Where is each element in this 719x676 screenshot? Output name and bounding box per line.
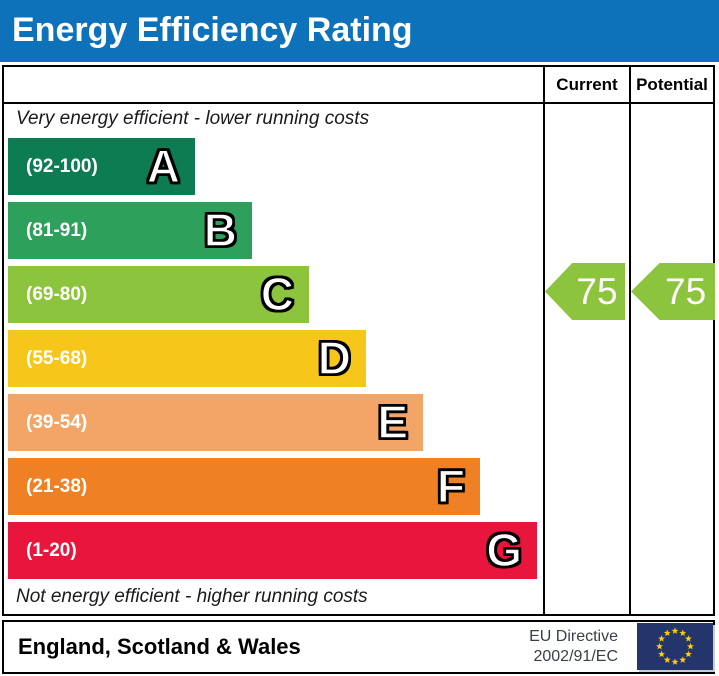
current-rating-value: 75	[576, 270, 618, 312]
band-a-range: (92-100)	[26, 155, 98, 177]
eu-flag-icon	[637, 623, 713, 670]
band-a: (92-100) A	[8, 138, 195, 195]
eu-directive-line2: 2002/91/EC	[533, 648, 618, 665]
band-b-range: (81-91)	[26, 219, 88, 241]
potential-column-divider	[629, 67, 631, 614]
band-f-letter: F	[436, 459, 466, 512]
band-e-range: (39-54)	[26, 411, 88, 433]
band-f-range: (21-38)	[26, 475, 88, 497]
header-row-divider	[4, 102, 713, 104]
band-e: (39-54) E	[8, 394, 423, 451]
band-c-range: (69-80)	[26, 283, 88, 305]
band-c: (69-80) C	[8, 266, 309, 323]
footer-bar: England, Scotland & Wales EU Directive 2…	[2, 620, 715, 674]
page-title: Energy Efficiency Rating	[12, 11, 413, 49]
potential-column-header: Potential	[636, 75, 708, 94]
band-g: (1-20) G	[8, 522, 537, 579]
top-caption: Very energy efficient - lower running co…	[16, 108, 370, 129]
band-d: (55-68) D	[8, 330, 366, 387]
bottom-caption: Not energy efficient - higher running co…	[16, 586, 368, 607]
band-b: (81-91) B	[8, 202, 252, 259]
band-c-letter: C	[260, 267, 295, 320]
current-rating-arrow: 75	[545, 263, 625, 320]
band-b-letter: B	[203, 203, 238, 256]
chart-header: Energy Efficiency Rating	[0, 0, 719, 62]
band-e-letter: E	[377, 395, 409, 448]
potential-rating-value: 75	[665, 270, 707, 312]
eu-directive-label: EU Directive 2002/91/EC	[529, 627, 618, 667]
band-g-range: (1-20)	[26, 539, 77, 561]
current-column-header: Current	[556, 75, 618, 94]
band-g-letter: G	[485, 523, 522, 576]
current-column-divider	[543, 67, 545, 614]
eu-directive-line1: EU Directive	[529, 628, 618, 645]
band-a-letter: A	[146, 139, 181, 192]
band-f: (21-38) F	[8, 458, 480, 515]
band-d-letter: D	[317, 331, 352, 384]
potential-rating-arrow: 75	[631, 263, 715, 320]
rating-table: Current Potential Very energy efficient …	[2, 65, 715, 616]
region-label: England, Scotland & Wales	[18, 634, 301, 659]
band-d-range: (55-68)	[26, 347, 88, 369]
